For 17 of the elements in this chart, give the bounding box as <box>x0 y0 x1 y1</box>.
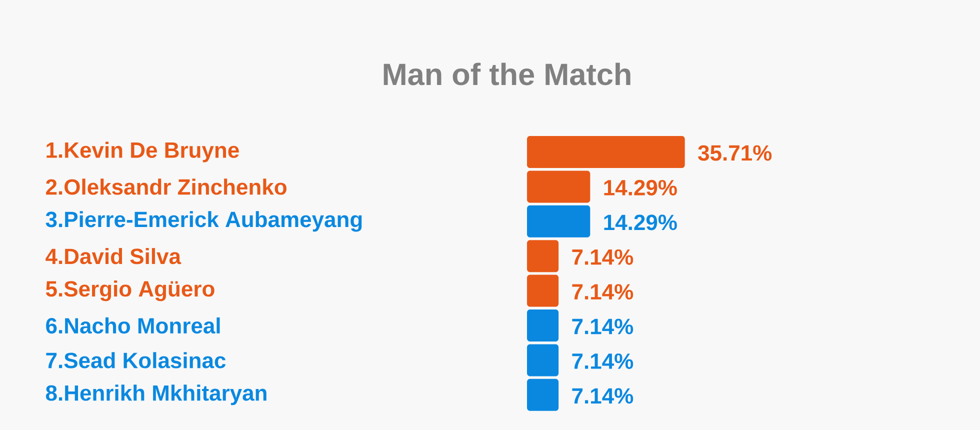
y-tick-label: 3.Pierre-Emerick Aubameyang <box>46 211 362 232</box>
data-label: 35.71% <box>698 145 772 161</box>
data-label: 7.14% <box>572 284 634 300</box>
data-label: 7.14% <box>572 353 634 369</box>
y-tick-label: 4.David Silva <box>46 248 182 264</box>
data-label: 7.14% <box>572 318 634 334</box>
y-tick-label: 2.Oleksandr Zinchenko <box>46 178 286 195</box>
chart-title: Man of the Match <box>384 62 630 86</box>
data-label: 14.29% <box>604 214 677 230</box>
y-tick-label: 1.Kevin De Bruyne <box>46 142 239 162</box>
data-label: 14.29% <box>604 180 677 196</box>
y-tick-label: 7.Sead Kolasinac <box>46 352 226 368</box>
y-tick-label: 8.Henrikh Mkhitaryan <box>46 384 266 406</box>
data-label: 7.14% <box>572 249 634 265</box>
y-tick-label: 5.Sergio Agüero <box>46 280 214 302</box>
y-tick-label: 6.Nacho Monreal <box>46 317 220 334</box>
data-label: 7.14% <box>572 388 634 404</box>
